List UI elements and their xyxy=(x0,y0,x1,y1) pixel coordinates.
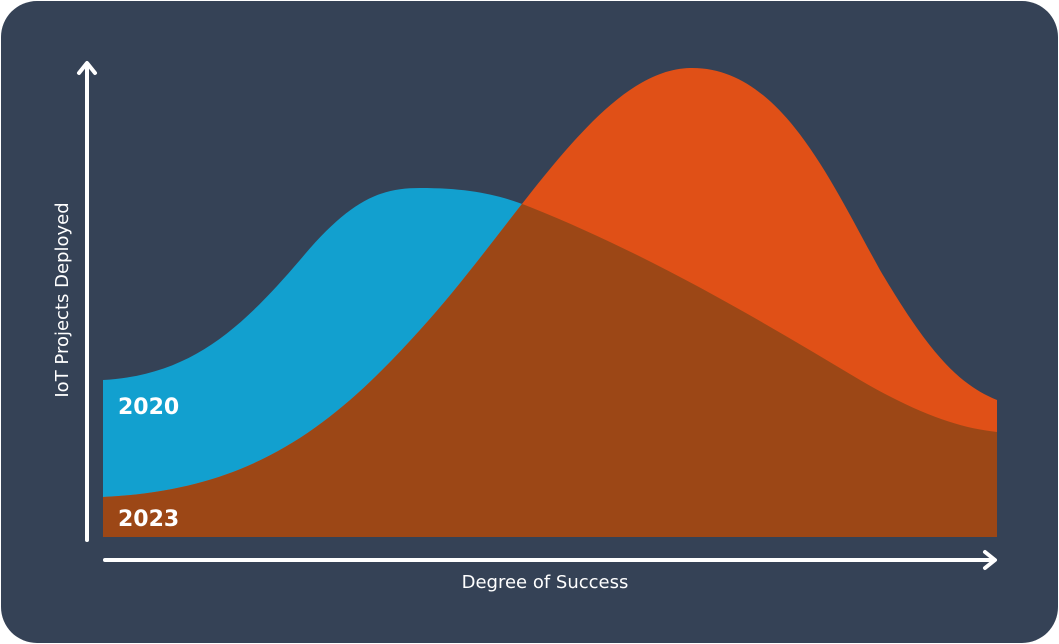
x-axis-label: Degree of Success xyxy=(462,572,629,593)
series-label: 2020 xyxy=(118,395,179,420)
area-overlap xyxy=(103,188,997,537)
y-axis-label: IoT Projects Deployed xyxy=(52,202,73,397)
y-axis-arrow xyxy=(77,61,97,75)
x-axis-arrow xyxy=(983,550,997,570)
series-label: 2023 xyxy=(118,507,179,532)
